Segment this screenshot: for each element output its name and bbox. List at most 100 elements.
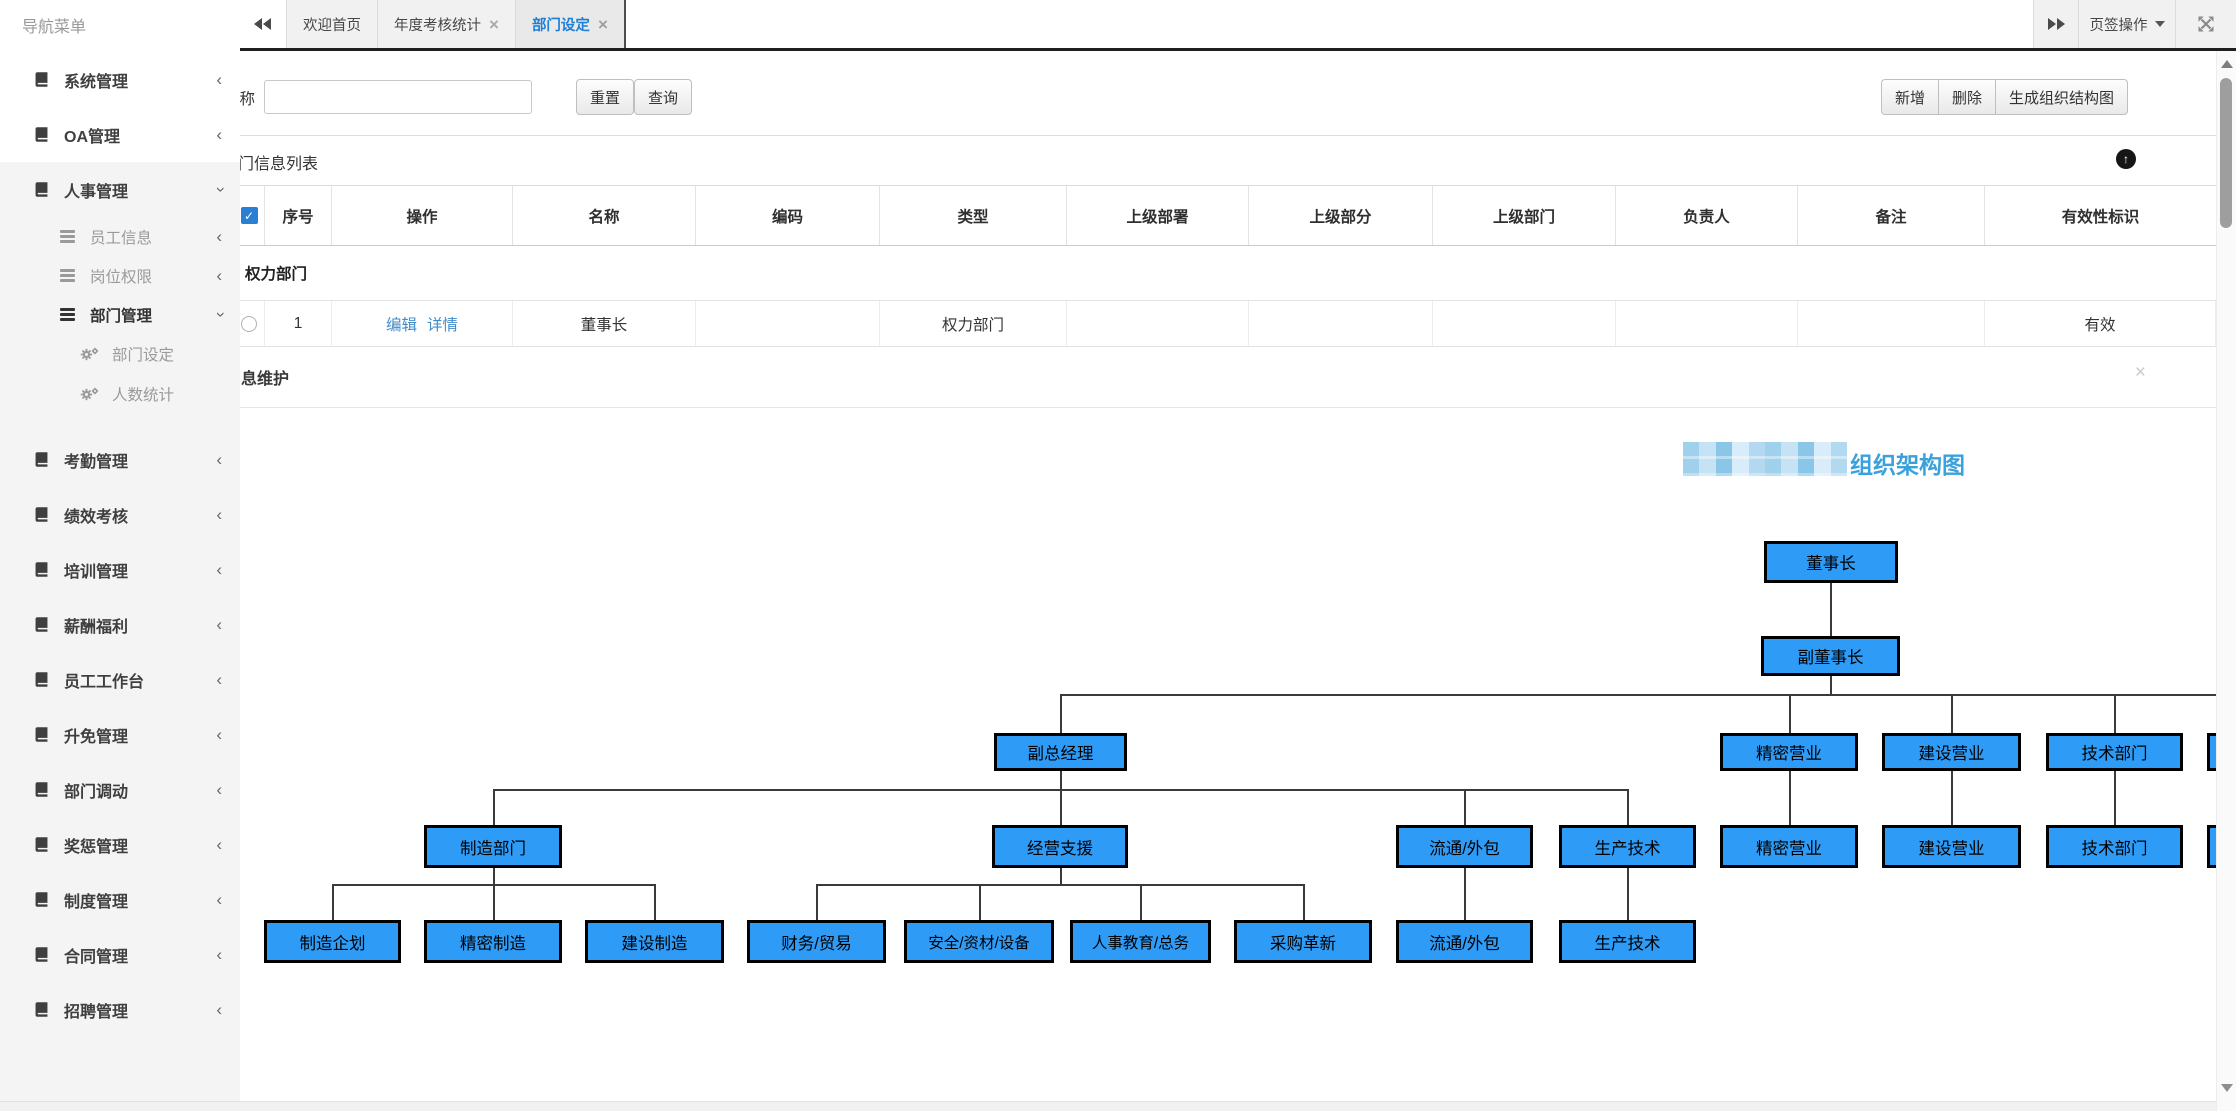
cell-seq: 1 <box>265 301 332 346</box>
chevron-down-icon: ‹ <box>209 311 229 318</box>
sidebar-item-dept-mgmt[interactable]: 部门管理 ‹ <box>0 295 240 334</box>
cell-name: 董事长 <box>513 301 696 346</box>
query-button[interactable]: 查询 <box>634 79 693 115</box>
org-node[interactable]: 副董事长 <box>1761 636 1900 676</box>
fullscreen-icon[interactable] <box>2175 0 2236 48</box>
row-select-cell <box>240 301 265 346</box>
collapse-panel-icon[interactable]: ↑ <box>2116 149 2136 169</box>
chevron-left-icon: ‹ <box>216 1000 222 1019</box>
scroll-up-icon[interactable] <box>2221 60 2233 68</box>
sidebar-item-performance[interactable]: 绩效考核 ‹ <box>0 487 240 542</box>
tabs-scroll-right-icon[interactable] <box>2033 0 2078 48</box>
radio-icon[interactable] <box>241 315 257 332</box>
list-panel-header: 部门信息列表 ↑ <box>240 136 2216 186</box>
org-connector <box>493 789 495 825</box>
cell-leader <box>1616 301 1798 346</box>
sidebar-item-post-perm[interactable]: 岗位权限 ‹ <box>0 256 240 295</box>
org-node[interactable]: 流通/外包 <box>1396 920 1533 963</box>
generate-orgchart-button[interactable]: 生成组织结构图 <box>1994 79 2128 115</box>
search-input[interactable] <box>264 80 532 114</box>
org-node[interactable]: 流通/外包 <box>1396 825 1533 868</box>
org-connector <box>1060 694 1062 733</box>
sidebar-item-label: 员工工作台 <box>64 673 145 691</box>
org-node[interactable]: 人事教育/总务 <box>1070 920 1211 963</box>
sidebar-item-hr[interactable]: 人事管理 ‹ <box>0 162 240 217</box>
org-node[interactable]: 制造部门 <box>424 825 562 868</box>
vertical-scrollbar[interactable] <box>2216 51 2236 1111</box>
org-node[interactable]: 董事长 <box>1764 541 1898 583</box>
org-node-clipped[interactable] <box>2207 733 2216 771</box>
tab-bar: 欢迎首页 年度考核统计 × 部门设定 × 页签操作 <box>240 0 2236 51</box>
org-node[interactable]: 建设制造 <box>585 920 724 963</box>
tab-annual-assessment[interactable]: 年度考核统计 × <box>378 0 516 48</box>
org-node[interactable]: 采购革新 <box>1234 920 1372 963</box>
org-node[interactable]: 生产技术 <box>1559 920 1696 963</box>
org-node[interactable]: 生产技术 <box>1559 825 1696 868</box>
sidebar-item-recruit[interactable]: 招聘管理 ‹ <box>0 982 240 1037</box>
sidebar-item-label: 考勤管理 <box>64 453 129 471</box>
table-row[interactable]: 1 编辑 详情 董事长 权力部门 有效 <box>240 301 2216 347</box>
list-icon <box>56 267 78 285</box>
org-connector <box>1789 771 1791 825</box>
sidebar-item-promotion[interactable]: 升免管理 ‹ <box>0 707 240 762</box>
org-node[interactable]: 精密营业 <box>1720 733 1858 771</box>
org-connector <box>1830 676 1832 694</box>
add-button[interactable]: 新增 <box>1880 79 1938 115</box>
chevron-left-icon: ‹ <box>216 450 222 469</box>
sidebar-item-training[interactable]: 培训管理 ‹ <box>0 542 240 597</box>
chevron-left-icon: ‹ <box>216 560 222 579</box>
org-node[interactable]: 财务/贸易 <box>747 920 886 963</box>
sidebar-item-salary[interactable]: 薪酬福利 ‹ <box>0 597 240 652</box>
close-icon[interactable]: × <box>597 14 608 34</box>
horizontal-scrollbar[interactable] <box>0 1101 2216 1111</box>
org-node[interactable]: 技术部门 <box>2046 825 2183 868</box>
sidebar-item-workbench[interactable]: 员工工作台 ‹ <box>0 652 240 707</box>
search-form: 名称 重置 查询 新增 删除 生成组织结构图 <box>240 51 2216 136</box>
column-header: 操作 <box>332 186 513 245</box>
org-node[interactable]: 经营支援 <box>992 825 1128 868</box>
cell-parent-dept3 <box>1433 301 1616 346</box>
scrollbar-thumb[interactable] <box>2220 78 2232 228</box>
sidebar-item-oa[interactable]: OA管理 ‹ <box>0 107 240 162</box>
detail-link[interactable]: 详情 <box>427 316 459 334</box>
scroll-down-icon[interactable] <box>2221 1084 2233 1092</box>
checkbox-checked-icon[interactable]: ✓ <box>240 207 258 224</box>
column-header: 序号 <box>265 186 332 245</box>
column-header: 上级部门 <box>1433 186 1616 245</box>
book-icon <box>30 561 52 578</box>
close-icon[interactable]: × <box>489 14 499 34</box>
org-node[interactable]: 副总经理 <box>994 733 1127 771</box>
sidebar-item-employee-info[interactable]: 员工信息 ‹ <box>0 217 240 256</box>
sidebar-item-system[interactable]: 系统管理 ‹ <box>0 52 240 107</box>
reset-button[interactable]: 重置 <box>576 79 635 115</box>
sidebar-item-attendance[interactable]: 考勤管理 ‹ <box>0 432 240 487</box>
org-node[interactable]: 建设营业 <box>1882 825 2021 868</box>
close-icon[interactable]: × <box>2134 362 2146 383</box>
org-node[interactable]: 精密制造 <box>424 920 562 963</box>
book-icon <box>30 726 52 743</box>
edit-link[interactable]: 编辑 <box>385 316 417 334</box>
org-node[interactable]: 建设营业 <box>1882 733 2021 771</box>
org-node[interactable]: 技术部门 <box>2046 733 2183 771</box>
sidebar-item-policy[interactable]: 制度管理 ‹ <box>0 872 240 927</box>
sidebar-item-dept-setting[interactable]: 部门设定 <box>0 334 240 374</box>
sidebar-item-reward[interactable]: 奖惩管理 ‹ <box>0 817 240 872</box>
caret-down-icon <box>2154 21 2165 27</box>
org-node[interactable]: 精密营业 <box>1720 825 1858 868</box>
sidebar-item-contract[interactable]: 合同管理 ‹ <box>0 927 240 982</box>
org-node-clipped[interactable] <box>2207 825 2216 868</box>
org-node[interactable]: 制造企划 <box>264 920 401 963</box>
sidebar-item-label: 岗位权限 <box>90 268 153 286</box>
org-connector <box>816 884 1305 886</box>
tabs-scroll-left-icon[interactable] <box>240 0 287 48</box>
sidebar-item-transfer[interactable]: 部门调动 ‹ <box>0 762 240 817</box>
tab-operations-dropdown[interactable]: 页签操作 <box>2078 0 2175 48</box>
org-connector <box>1464 868 1466 920</box>
org-node[interactable]: 安全/资材/设备 <box>904 920 1054 963</box>
sidebar-item-headcount[interactable]: 人数统计 <box>0 374 240 414</box>
tab-dept-setting[interactable]: 部门设定 × <box>515 0 626 48</box>
tab-welcome[interactable]: 欢迎首页 <box>287 0 378 48</box>
delete-button[interactable]: 删除 <box>1937 79 1995 115</box>
censored-company-name <box>1683 442 1847 476</box>
cell-code <box>696 301 880 346</box>
